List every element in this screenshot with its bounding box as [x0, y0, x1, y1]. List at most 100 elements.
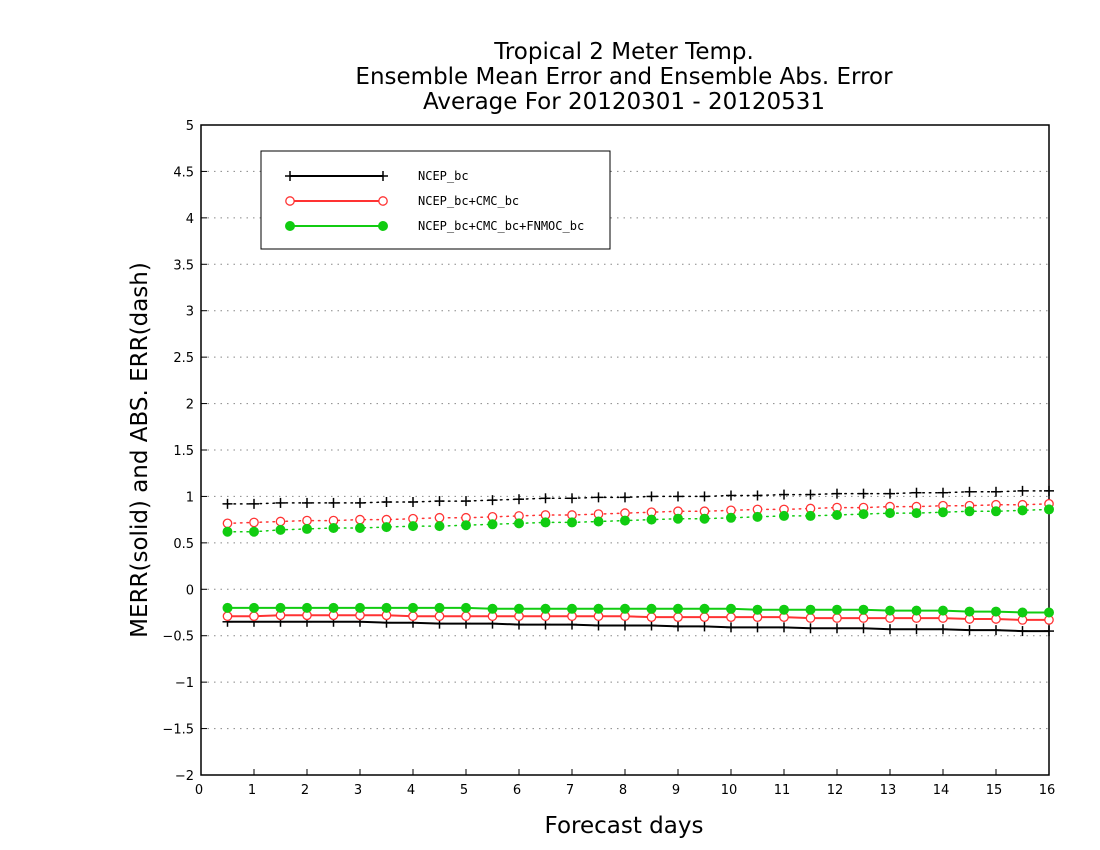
- abs-error-point: [355, 523, 365, 533]
- abs-error-point: [275, 516, 286, 527]
- mean-error-point: [805, 604, 816, 615]
- mean-error-point: [673, 621, 683, 632]
- mean-error-point: [620, 603, 630, 614]
- mean-error-point: [938, 624, 948, 635]
- mean-error-point: [779, 604, 789, 615]
- legend-marker: [285, 171, 295, 181]
- title-line-3: Average For 20120301 - 20120531: [423, 89, 825, 115]
- abs-error-point: [434, 521, 445, 532]
- mean-error-point: [593, 603, 604, 614]
- legend-item: NCEP_bc: [285, 169, 469, 183]
- abs-error-point: [355, 514, 365, 525]
- mean-error-point: [964, 606, 975, 617]
- y-tick-label: 1: [186, 490, 194, 505]
- mean-error-point: [487, 603, 498, 614]
- mean-error-point: [832, 613, 842, 623]
- mean-error-point: [885, 605, 895, 616]
- abs-error-point: [408, 521, 418, 532]
- mean-error-point: [911, 605, 922, 616]
- mean-error-point: [699, 603, 710, 614]
- abs-error-point: [1044, 485, 1054, 496]
- abs-error-point: [911, 487, 922, 498]
- abs-error-point: [302, 523, 312, 534]
- abs-error-point: [514, 518, 524, 529]
- x-axis-ticks: 0 1 2 3 4 5 6 7 8 9 10 11 12 13 14 15 16: [195, 769, 1055, 798]
- mean-error-point: [434, 602, 445, 613]
- x-tick-label: 12: [827, 783, 844, 798]
- legend-label: NCEP_bc+CMC_bc+FNMOC_bc: [418, 219, 584, 233]
- mean-error-point: [726, 612, 736, 622]
- mean-error-point: [461, 602, 471, 613]
- x-tick-label: 1: [248, 783, 256, 798]
- abs-error-point: [355, 497, 365, 508]
- y-tick-label: −2: [175, 769, 194, 784]
- y-tick-label: −1: [175, 676, 194, 691]
- abs-error-point: [514, 494, 524, 505]
- mean-error-point: [620, 620, 630, 631]
- abs-error-point: [222, 518, 233, 529]
- abs-error-point: [249, 517, 259, 528]
- abs-error-point: [673, 513, 683, 524]
- mean-error-point: [646, 603, 657, 614]
- x-tick-label: 5: [460, 783, 468, 798]
- legend-marker: [378, 221, 388, 231]
- abs-error-point: [752, 511, 763, 522]
- x-tick-label: 0: [195, 783, 203, 798]
- mean-error-point: [593, 620, 604, 631]
- abs-error-point: [434, 496, 445, 507]
- mean-error-point: [302, 602, 312, 613]
- series-NCEP_bc+CMC_bc: [222, 499, 1054, 625]
- mean-error-point: [805, 623, 816, 634]
- abs-error-point: [779, 489, 789, 500]
- mean-error-point: [832, 623, 842, 634]
- mean-error-point: [805, 613, 816, 623]
- abs-error-point: [1017, 505, 1028, 516]
- mean-error-point: [540, 619, 551, 630]
- y-axis-label: MERR(solid) and ABS. ERR(dash): [127, 262, 153, 638]
- mean-error-point: [1044, 626, 1054, 637]
- x-tick-label: 7: [566, 783, 574, 798]
- abs-error-point: [726, 512, 736, 523]
- abs-error-point: [1044, 504, 1054, 515]
- y-tick-label: 4: [186, 212, 194, 227]
- y-tick-label: 5: [186, 119, 194, 134]
- mean-error-point: [991, 625, 1001, 636]
- abs-error-point: [381, 497, 392, 507]
- y-tick-label: 3: [186, 305, 194, 320]
- mean-error-point: [408, 602, 418, 613]
- abs-error-point: [275, 524, 286, 535]
- grid-lines: [201, 124, 1049, 776]
- abs-error-point: [726, 490, 736, 501]
- legend-marker: [285, 196, 295, 206]
- mean-error-point: [381, 602, 392, 613]
- mean-error-point: [885, 624, 895, 635]
- legend-marker: [378, 171, 388, 181]
- abs-error-point: [938, 507, 948, 518]
- mean-error-point: [699, 612, 710, 622]
- mean-error-point: [832, 604, 842, 615]
- abs-error-point: [222, 526, 233, 537]
- abs-error-point: [620, 492, 630, 503]
- y-tick-label: 0: [186, 583, 194, 598]
- mean-error-point: [222, 611, 233, 622]
- mean-error-point: [858, 613, 869, 623]
- abs-error-point: [328, 497, 339, 508]
- y-tick-label: 4.5: [173, 165, 194, 180]
- legend-label: NCEP_bc: [418, 169, 469, 183]
- abs-error-point: [620, 515, 630, 526]
- mean-error-point: [408, 611, 418, 622]
- y-tick-label: 0.5: [173, 537, 194, 552]
- abs-error-point: [938, 487, 948, 498]
- x-axis-label: Forecast days: [545, 813, 704, 839]
- mean-error-point: [355, 602, 365, 613]
- mean-error-point: [646, 620, 657, 631]
- abs-error-point: [991, 506, 1001, 517]
- y-tick-label: −1.5: [162, 723, 194, 738]
- y-axis-ticks: −2 −1.5 −1 −0.5 0 0.5 1 1.5 2 2.5 3 3.5 4 4.5 5: [162, 119, 207, 784]
- abs-error-point: [222, 498, 233, 509]
- abs-error-point: [249, 526, 259, 537]
- mean-error-point: [726, 622, 736, 633]
- abs-error-point: [461, 496, 471, 507]
- x-tick-label: 13: [880, 783, 897, 798]
